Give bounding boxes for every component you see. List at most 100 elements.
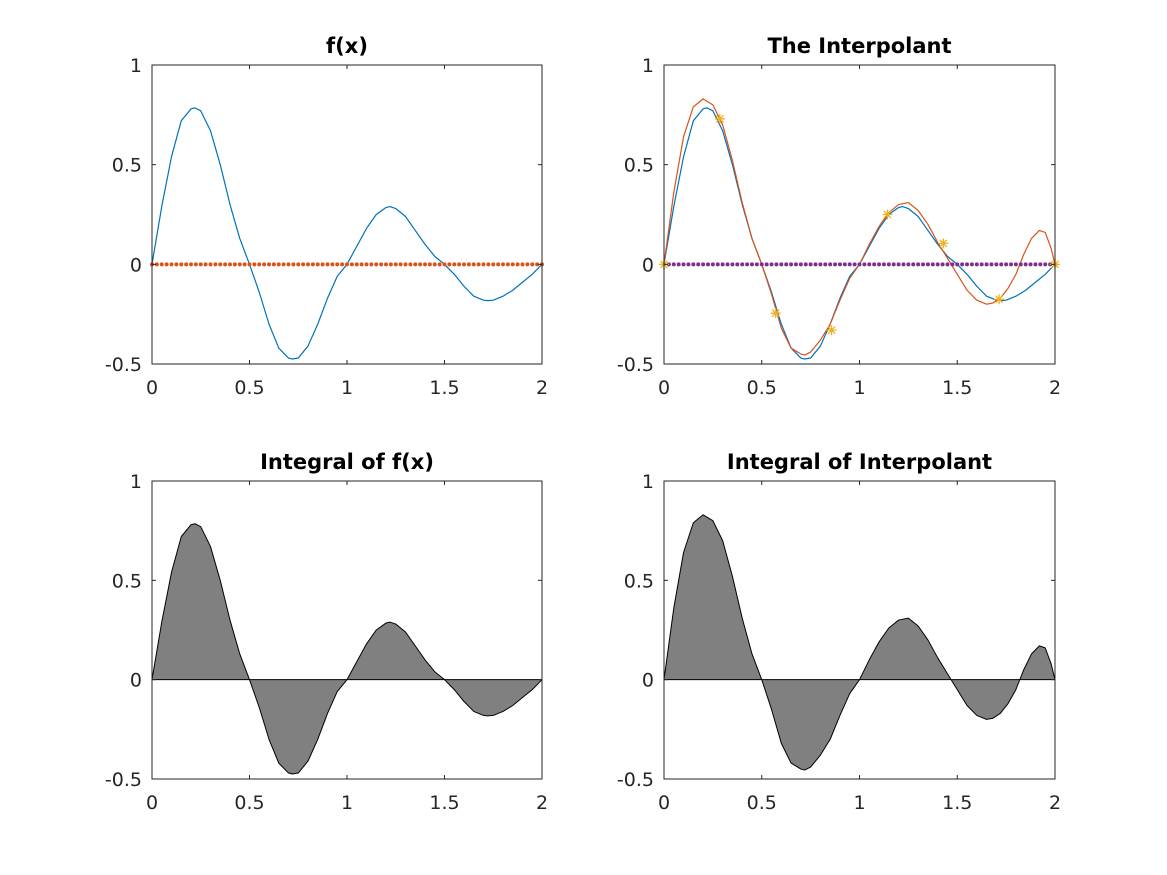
dot-point bbox=[203, 262, 208, 267]
dot-point bbox=[525, 262, 530, 267]
chart-title: Integral of Interpolant bbox=[727, 450, 992, 474]
dot-point bbox=[1004, 262, 1009, 267]
x-tick-label: 1.5 bbox=[429, 377, 459, 399]
y-tick-label: -0.5 bbox=[105, 769, 142, 791]
dot-point bbox=[681, 262, 686, 267]
dot-point bbox=[764, 262, 769, 267]
dot-point bbox=[813, 262, 818, 267]
dot-point bbox=[891, 262, 896, 267]
x-tick-label: 1 bbox=[853, 792, 865, 814]
x-tick-label: 0.5 bbox=[234, 792, 264, 814]
dot-point bbox=[486, 262, 491, 267]
dot-point bbox=[818, 262, 823, 267]
dot-point bbox=[335, 262, 340, 267]
dot-series-purple bbox=[662, 262, 1057, 267]
dot-point bbox=[808, 262, 813, 267]
dot-point bbox=[793, 262, 798, 267]
dot-point bbox=[916, 262, 921, 267]
dot-point bbox=[184, 262, 189, 267]
dot-point bbox=[393, 262, 398, 267]
plot-area bbox=[664, 65, 1055, 364]
dot-point bbox=[974, 262, 979, 267]
dot-point bbox=[262, 262, 267, 267]
star-marker bbox=[714, 113, 725, 124]
dot-point bbox=[423, 262, 427, 267]
dot-point bbox=[877, 262, 882, 267]
dot-point bbox=[940, 262, 945, 267]
y-tick-label: 1 bbox=[642, 55, 654, 77]
y-tick-label: -0.5 bbox=[617, 354, 654, 376]
dot-point bbox=[847, 262, 852, 267]
x-tick-label: 0.5 bbox=[234, 377, 264, 399]
dot-point bbox=[325, 262, 330, 267]
dot-point bbox=[154, 262, 159, 267]
star-marker bbox=[882, 209, 893, 220]
star-marker bbox=[826, 325, 837, 336]
dot-point bbox=[530, 262, 535, 267]
dot-point bbox=[735, 262, 740, 267]
dot-point bbox=[935, 262, 940, 267]
dot-point bbox=[969, 262, 974, 267]
dot-point bbox=[418, 262, 423, 267]
dot-point bbox=[955, 262, 960, 267]
dot-point bbox=[466, 262, 471, 267]
dot-point bbox=[960, 262, 965, 267]
x-tick-label: 1 bbox=[341, 792, 353, 814]
dot-point bbox=[984, 262, 989, 267]
dot-point bbox=[340, 262, 345, 267]
dot-point bbox=[720, 262, 725, 267]
dot-point bbox=[862, 262, 867, 267]
y-tick-label: 0.5 bbox=[624, 155, 654, 177]
dot-point bbox=[476, 262, 481, 267]
dot-point bbox=[349, 262, 354, 267]
dot-point bbox=[496, 262, 501, 267]
x-tick-label: 0.5 bbox=[747, 377, 777, 399]
dot-point bbox=[218, 262, 223, 267]
y-tick-label: 1 bbox=[130, 55, 142, 77]
star-marker bbox=[770, 308, 781, 319]
dot-point bbox=[364, 262, 369, 267]
dot-point bbox=[398, 262, 403, 267]
x-tick-label: 1.5 bbox=[942, 792, 972, 814]
dot-point bbox=[803, 262, 808, 267]
chart-title: f(x) bbox=[326, 34, 368, 58]
dot-point bbox=[501, 262, 505, 267]
dot-point bbox=[471, 262, 476, 267]
dot-point bbox=[447, 262, 452, 267]
dot-point bbox=[872, 262, 877, 267]
dot-point bbox=[223, 262, 228, 267]
plot-area bbox=[152, 65, 542, 364]
dot-point bbox=[994, 262, 999, 267]
y-tick-label: 1 bbox=[642, 471, 654, 493]
dot-point bbox=[276, 262, 281, 267]
x-tick-label: 2 bbox=[1049, 792, 1061, 814]
dot-point bbox=[193, 262, 198, 267]
dot-point bbox=[491, 262, 496, 267]
dot-point bbox=[696, 262, 701, 267]
dot-point bbox=[535, 262, 540, 267]
dot-point bbox=[715, 262, 720, 267]
star-marker bbox=[938, 238, 949, 249]
dot-point bbox=[1043, 262, 1048, 267]
dot-point bbox=[833, 262, 838, 267]
dot-point bbox=[306, 262, 310, 267]
dot-point bbox=[1013, 262, 1018, 267]
dot-point bbox=[1028, 262, 1033, 267]
dot-point bbox=[965, 262, 970, 267]
dot-point bbox=[950, 262, 955, 267]
dot-point bbox=[896, 262, 901, 267]
dot-point bbox=[837, 262, 842, 267]
dot-point bbox=[159, 262, 164, 267]
dot-point bbox=[886, 262, 891, 267]
dot-point bbox=[1033, 262, 1038, 267]
dot-point bbox=[320, 262, 325, 267]
dot-point bbox=[179, 262, 184, 267]
dot-point bbox=[510, 262, 515, 267]
dot-point bbox=[457, 262, 462, 267]
dot-point bbox=[725, 262, 730, 267]
dot-point bbox=[271, 262, 276, 267]
